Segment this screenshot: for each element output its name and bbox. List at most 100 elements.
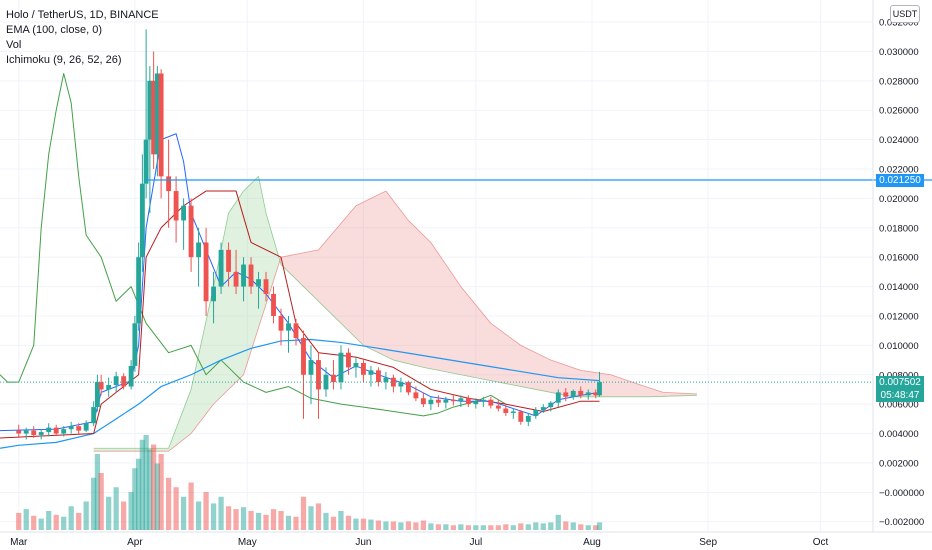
candle-body <box>420 398 426 405</box>
volume-bar <box>263 514 269 530</box>
volume-bar <box>525 524 531 530</box>
y-tick-label: 0.024000 <box>879 135 919 146</box>
candle-body <box>241 264 246 287</box>
candle-body <box>16 430 22 434</box>
candle-body <box>293 323 299 339</box>
volume-bar <box>94 454 101 530</box>
candle-body <box>46 427 52 433</box>
y-tick-label: 0.028000 <box>879 76 919 87</box>
volume-bar <box>285 515 292 530</box>
volume-bar <box>533 522 539 530</box>
last-price-value: 0.007502 <box>879 376 921 388</box>
volume-bar <box>31 515 37 530</box>
candle-body <box>331 374 336 383</box>
volume-bar <box>398 522 404 530</box>
candle-body <box>548 402 554 408</box>
volume-bar <box>480 525 486 530</box>
volume-bar <box>338 511 344 530</box>
volume-bar <box>596 522 603 530</box>
volume-bar <box>593 525 599 530</box>
currency-label[interactable]: USDT <box>890 5 920 23</box>
candle-body <box>83 423 89 431</box>
candle-body <box>383 377 389 383</box>
candle-body <box>428 399 434 405</box>
volume-bar <box>555 514 561 530</box>
volume-bar <box>323 512 329 530</box>
candle-body <box>263 279 269 294</box>
candle-body <box>443 399 449 403</box>
hline-price-value: 0.021250 <box>879 174 921 186</box>
candle-body <box>166 176 172 192</box>
volume-bar <box>375 520 382 530</box>
volume-bar <box>83 501 89 530</box>
volume-bar <box>188 482 194 530</box>
candle-body <box>256 279 261 287</box>
candle-body <box>61 429 67 434</box>
candle-body <box>218 249 224 287</box>
symbol-title[interactable]: Holo / TetherUS, 1D, BINANCE <box>6 9 159 21</box>
candle-body <box>121 376 127 387</box>
y-tick-label: 0.026000 <box>879 106 919 117</box>
candle-body <box>53 427 59 434</box>
candle-body <box>203 242 209 302</box>
candle-body <box>368 370 374 375</box>
volume-bar <box>16 512 22 530</box>
candle-body <box>473 401 479 405</box>
volume-bar <box>270 509 277 530</box>
volume-bar <box>106 496 112 530</box>
x-tick-label: Oct <box>813 537 829 548</box>
candle-body <box>278 315 284 331</box>
candle-body <box>154 73 160 155</box>
volume-bar <box>390 521 397 530</box>
candle-body <box>450 399 456 402</box>
candle-body <box>181 205 187 221</box>
y-tick-label: 0.032000 <box>879 18 919 29</box>
bar-countdown: 05:48:47 <box>880 389 920 401</box>
ichimoku-indicator-label[interactable]: Ichimoku (9, 26, 52, 26) <box>6 54 122 66</box>
volume-bar <box>420 520 427 530</box>
y-tick-label: 0.004000 <box>879 429 919 440</box>
y-tick-label: 0.020000 <box>879 194 919 205</box>
candle-body <box>158 73 164 177</box>
volume-bar <box>488 525 494 530</box>
candle-body <box>375 370 381 383</box>
candle-body <box>248 264 254 287</box>
candle-body <box>518 411 524 422</box>
volume-bar <box>195 501 202 530</box>
candle-body <box>106 385 112 390</box>
price-lines <box>0 179 932 383</box>
chart-legend: Holo / TetherUS, 1D, BINANCE EMA (100, c… <box>6 8 159 68</box>
indicator-lines <box>0 72 600 449</box>
candle-body <box>338 352 344 383</box>
candle-body <box>353 362 359 368</box>
volume-bar <box>278 511 284 530</box>
volume-bar <box>495 525 501 530</box>
candle-body <box>76 426 82 431</box>
cloud-bull-area <box>93 176 282 452</box>
candle-body <box>570 390 576 397</box>
volume-bar <box>139 439 146 530</box>
y-tick-label: 0.030000 <box>879 47 919 58</box>
candle-body <box>458 398 464 402</box>
candle-body <box>465 398 471 405</box>
volume-bar <box>435 524 441 530</box>
time-axis[interactable]: Mar Apr May Jun Jul Aug Sep Oct <box>10 537 828 548</box>
volume-bar <box>578 524 584 530</box>
last-price-tag: 0.007502 05:48:47 <box>876 375 924 402</box>
ema-indicator-label[interactable]: EMA (100, close, 0) <box>6 24 102 36</box>
candle-body <box>308 360 314 375</box>
x-tick-label: Sep <box>699 537 717 548</box>
candle-body <box>563 392 569 397</box>
candle-body <box>480 399 486 402</box>
volume-indicator-label[interactable]: Vol <box>6 39 22 51</box>
y-tick-label: 0.016000 <box>879 253 919 264</box>
volume-bar <box>255 512 262 530</box>
candle-body <box>68 426 74 430</box>
candle-body <box>271 293 276 316</box>
price-axis[interactable]: 0.032000 0.030000 0.028000 0.026000 0.024000… <box>879 18 924 529</box>
volume-bar <box>91 477 97 530</box>
candle-body <box>533 410 539 416</box>
volume-bar <box>585 525 591 530</box>
candlesticks <box>16 29 602 440</box>
